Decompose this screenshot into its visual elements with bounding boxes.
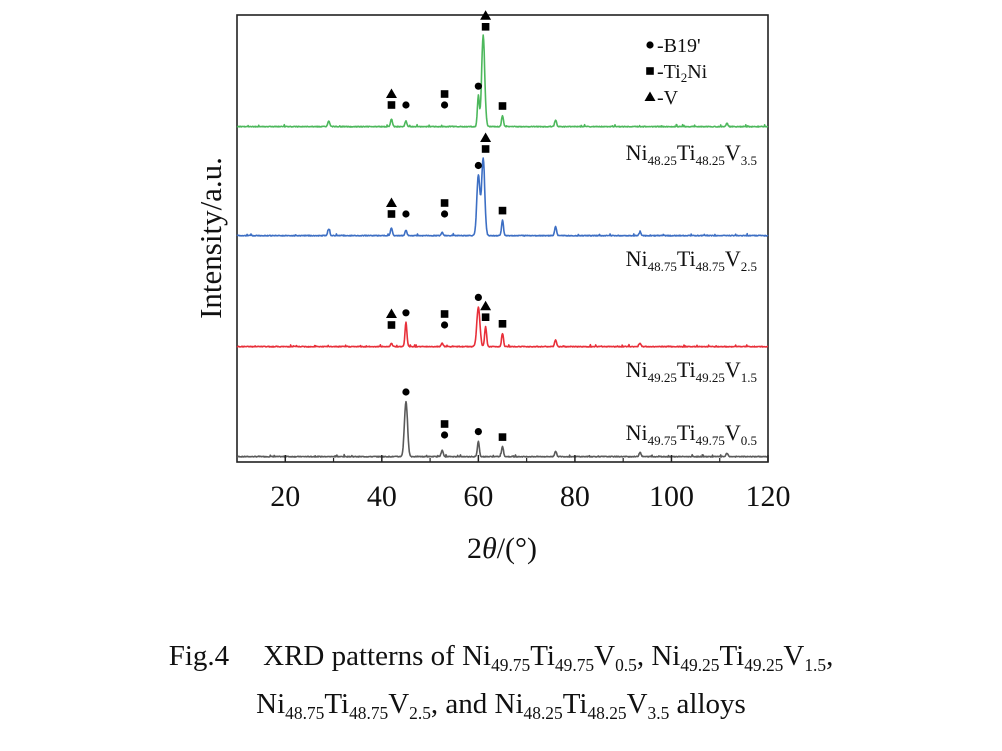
figure-caption-line-2: Ni48.75Ti48.75V2.5, and Ni48.25Ti48.25V3… bbox=[0, 690, 1002, 722]
ti2ni-marker bbox=[481, 145, 490, 153]
legend-square-icon bbox=[646, 67, 654, 75]
x-tick-label: 40 bbox=[367, 480, 397, 513]
x-tick-label: 60 bbox=[463, 480, 493, 513]
series-label-3: Ni48.75Ti48.75V2.5 bbox=[626, 246, 757, 274]
ti2ni-marker bbox=[387, 101, 396, 109]
xrd-chart: Ni49.75Ti49.75V0.5 Ni49.25Ti49.25V1.5 Ni48… bbox=[193, 10, 791, 565]
ti2ni-marker bbox=[440, 310, 449, 318]
v-marker bbox=[480, 300, 492, 311]
phase-markers-layer bbox=[385, 10, 507, 441]
ti2ni-marker bbox=[387, 210, 396, 218]
pattern-line-4 bbox=[236, 34, 769, 128]
b19-marker bbox=[474, 428, 482, 436]
caption-tail: alloys bbox=[669, 688, 746, 720]
caption-alloy-4: Ni48.25Ti48.25V3.5 bbox=[494, 688, 670, 724]
ti2ni-marker bbox=[498, 320, 507, 328]
figure-number: Fig.4 bbox=[168, 640, 230, 672]
legend-label: -B19' bbox=[657, 35, 701, 57]
b19-marker bbox=[474, 293, 482, 301]
v-marker bbox=[480, 132, 492, 142]
caption-separator: , bbox=[826, 640, 834, 672]
ti2ni-marker bbox=[498, 206, 507, 215]
series-labels-layer: Ni49.75Ti49.75V0.5 Ni49.25Ti49.25V1.5 Ni48… bbox=[626, 140, 757, 448]
ti2ni-marker bbox=[440, 420, 449, 428]
caption-separator: , bbox=[636, 640, 652, 672]
b19-marker bbox=[474, 161, 482, 170]
b19-marker bbox=[402, 101, 410, 109]
ti2ni-marker bbox=[440, 199, 449, 207]
x-tick-label: 80 bbox=[560, 480, 590, 513]
plot-frame bbox=[236, 14, 769, 463]
v-marker bbox=[385, 197, 397, 207]
b19-marker bbox=[440, 210, 449, 218]
ti2ni-marker bbox=[498, 102, 507, 110]
ti2ni-marker bbox=[440, 90, 449, 98]
caption-alloy-3: Ni48.75Ti48.75V2.5 bbox=[256, 688, 431, 724]
ti2ni-marker bbox=[481, 313, 490, 321]
y-axis-label: Intensity/a.u. bbox=[193, 157, 228, 319]
x-axis: 20 40 60 80 100 120 bbox=[270, 455, 791, 513]
b19-marker bbox=[402, 388, 410, 396]
v-marker bbox=[385, 308, 397, 318]
pattern-line-2 bbox=[236, 306, 769, 348]
legend-triangle-icon bbox=[644, 91, 656, 101]
x-axis-label: 2θ/(°) bbox=[467, 532, 537, 565]
x-tick-label: 120 bbox=[746, 480, 791, 513]
legend-label: -V bbox=[657, 87, 679, 109]
caption-alloy-1: Ni49.75Ti49.75V0.5 bbox=[462, 640, 637, 676]
legend: -B19' -Ti2Ni-V bbox=[644, 35, 708, 109]
b19-marker bbox=[402, 309, 410, 317]
x-tick-label: 100 bbox=[649, 480, 694, 513]
figure-caption-line-1: Fig.4 XRD patterns of Ni49.75Ti49.75V0.5,… bbox=[0, 642, 1002, 674]
b19-marker bbox=[440, 101, 449, 109]
b19-marker bbox=[402, 210, 410, 218]
ti2ni-marker bbox=[481, 23, 490, 31]
pattern-line-1 bbox=[236, 400, 769, 458]
b19-marker bbox=[440, 431, 449, 439]
legend-label: -Ti2Ni bbox=[657, 61, 708, 85]
caption-alloy-2: Ni49.25Ti49.25V1.5 bbox=[651, 640, 827, 676]
b19-marker bbox=[474, 82, 482, 90]
v-marker bbox=[385, 88, 397, 98]
b19-marker bbox=[440, 321, 449, 329]
v-marker bbox=[480, 10, 492, 20]
series-label-4: Ni48.25Ti48.25V3.5 bbox=[626, 140, 757, 168]
series-label-1: Ni49.75Ti49.75V0.5 bbox=[626, 420, 757, 448]
series-label-2: Ni49.25Ti49.25V1.5 bbox=[626, 357, 757, 385]
pattern-line-3 bbox=[236, 157, 769, 237]
ti2ni-marker bbox=[387, 321, 396, 329]
legend-circle-icon bbox=[646, 41, 654, 49]
x-tick-label: 20 bbox=[270, 480, 300, 513]
xrd-figure: Ni49.75Ti49.75V0.5 Ni49.25Ti49.25V1.5 Ni48… bbox=[193, 10, 791, 565]
caption-connector: , and bbox=[430, 688, 495, 720]
patterns-layer bbox=[236, 34, 769, 458]
ti2ni-marker bbox=[498, 433, 507, 441]
caption-lead: XRD patterns of bbox=[263, 640, 463, 672]
